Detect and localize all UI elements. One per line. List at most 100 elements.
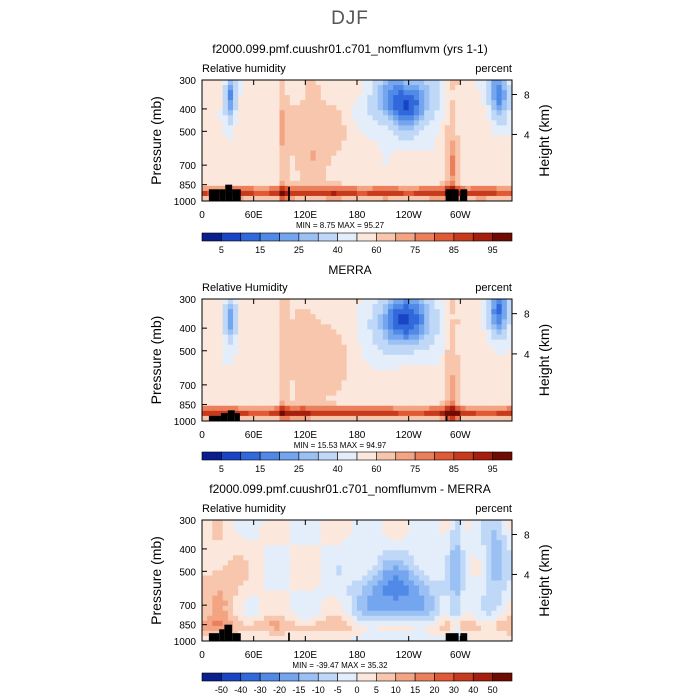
field-cell bbox=[336, 354, 342, 361]
field-cell bbox=[227, 555, 234, 561]
field-cell bbox=[367, 620, 373, 627]
field-cell bbox=[393, 605, 399, 612]
field-cell bbox=[217, 550, 224, 556]
field-cell bbox=[346, 400, 353, 407]
field-cell bbox=[289, 585, 296, 591]
field-cell bbox=[491, 110, 497, 116]
field-cell bbox=[470, 605, 477, 612]
field-cell bbox=[269, 370, 275, 376]
field-cell bbox=[336, 405, 342, 412]
field-cell bbox=[481, 535, 487, 541]
field-cell bbox=[233, 400, 239, 407]
field-cell bbox=[470, 365, 477, 371]
field-cell bbox=[233, 525, 239, 531]
x-tick-label: 0 bbox=[199, 650, 205, 661]
field-cell bbox=[289, 405, 296, 412]
field-cell bbox=[289, 180, 296, 187]
field-cell bbox=[310, 140, 317, 146]
field-cell bbox=[326, 135, 332, 141]
field-cell bbox=[331, 530, 337, 536]
field-cell bbox=[331, 105, 337, 111]
field-cell bbox=[496, 630, 503, 637]
field-cell bbox=[377, 545, 384, 551]
field-cell bbox=[506, 585, 513, 591]
field-cell bbox=[419, 324, 425, 330]
field-cell bbox=[372, 535, 379, 541]
field-cell bbox=[326, 540, 332, 546]
field-cell bbox=[439, 395, 446, 402]
field-cell bbox=[351, 160, 358, 167]
field-cell bbox=[233, 155, 239, 162]
field-cell bbox=[413, 605, 420, 612]
field-cell bbox=[351, 299, 358, 305]
field-cell bbox=[362, 395, 368, 402]
field-cell bbox=[284, 585, 291, 591]
field-cell bbox=[300, 605, 306, 612]
field-cell bbox=[491, 380, 497, 386]
field-cell bbox=[357, 100, 363, 106]
field-cell bbox=[501, 319, 508, 325]
field-cell bbox=[326, 309, 332, 315]
field-cell bbox=[310, 324, 317, 330]
field-cell bbox=[362, 560, 368, 566]
field-cell bbox=[424, 525, 430, 531]
field-cell bbox=[233, 610, 239, 617]
field-cell bbox=[496, 400, 503, 407]
field-cell bbox=[227, 319, 234, 325]
field-cell bbox=[413, 324, 420, 330]
field-cell bbox=[310, 339, 317, 346]
field-cell bbox=[341, 610, 348, 617]
field-cell bbox=[222, 545, 229, 551]
field-cell bbox=[253, 620, 260, 627]
field-cell bbox=[284, 105, 291, 111]
field-cell bbox=[501, 165, 508, 172]
field-cell bbox=[450, 365, 456, 371]
field-cell bbox=[408, 595, 415, 602]
field-cell bbox=[264, 190, 270, 197]
field-cell bbox=[388, 620, 394, 627]
field-cell bbox=[310, 105, 317, 111]
field-cell bbox=[382, 405, 389, 412]
field-cell bbox=[233, 150, 239, 157]
field-cell bbox=[357, 160, 363, 167]
field-cell bbox=[382, 360, 389, 366]
field-cell bbox=[419, 130, 425, 136]
field-cell bbox=[460, 565, 466, 571]
field-cell bbox=[305, 560, 311, 566]
field-cell bbox=[439, 365, 446, 371]
field-cell bbox=[258, 160, 265, 167]
field-cell bbox=[279, 595, 286, 602]
field-cell bbox=[465, 525, 472, 531]
field-cell bbox=[455, 185, 461, 192]
field-cell bbox=[429, 80, 435, 86]
field-cell bbox=[264, 195, 270, 202]
x-tick-label: 60E bbox=[245, 430, 263, 441]
terrain-block bbox=[445, 415, 448, 421]
field-cell bbox=[305, 360, 311, 366]
field-cell bbox=[367, 590, 373, 597]
field-cell bbox=[398, 334, 404, 341]
field-cell bbox=[439, 375, 446, 381]
field-cell bbox=[264, 605, 270, 612]
field-cell bbox=[233, 550, 239, 556]
field-cell bbox=[346, 354, 353, 361]
field-cell bbox=[305, 535, 311, 541]
field-cell bbox=[419, 605, 425, 612]
field-cell bbox=[258, 324, 265, 330]
field-cell bbox=[341, 165, 348, 172]
field-cell bbox=[284, 620, 291, 627]
field-cell bbox=[465, 165, 472, 172]
field-cell bbox=[295, 339, 301, 346]
field-cell bbox=[424, 95, 430, 101]
field-cell bbox=[382, 395, 389, 402]
field-cell bbox=[367, 535, 373, 541]
field-cell bbox=[331, 565, 337, 571]
field-cell bbox=[398, 405, 404, 412]
field-cell bbox=[475, 590, 482, 597]
field-cell bbox=[336, 329, 342, 335]
field-cell bbox=[496, 550, 503, 556]
field-cell bbox=[357, 344, 363, 351]
field-cell bbox=[326, 375, 332, 381]
field-cell bbox=[486, 535, 492, 541]
field-cell bbox=[274, 130, 280, 136]
